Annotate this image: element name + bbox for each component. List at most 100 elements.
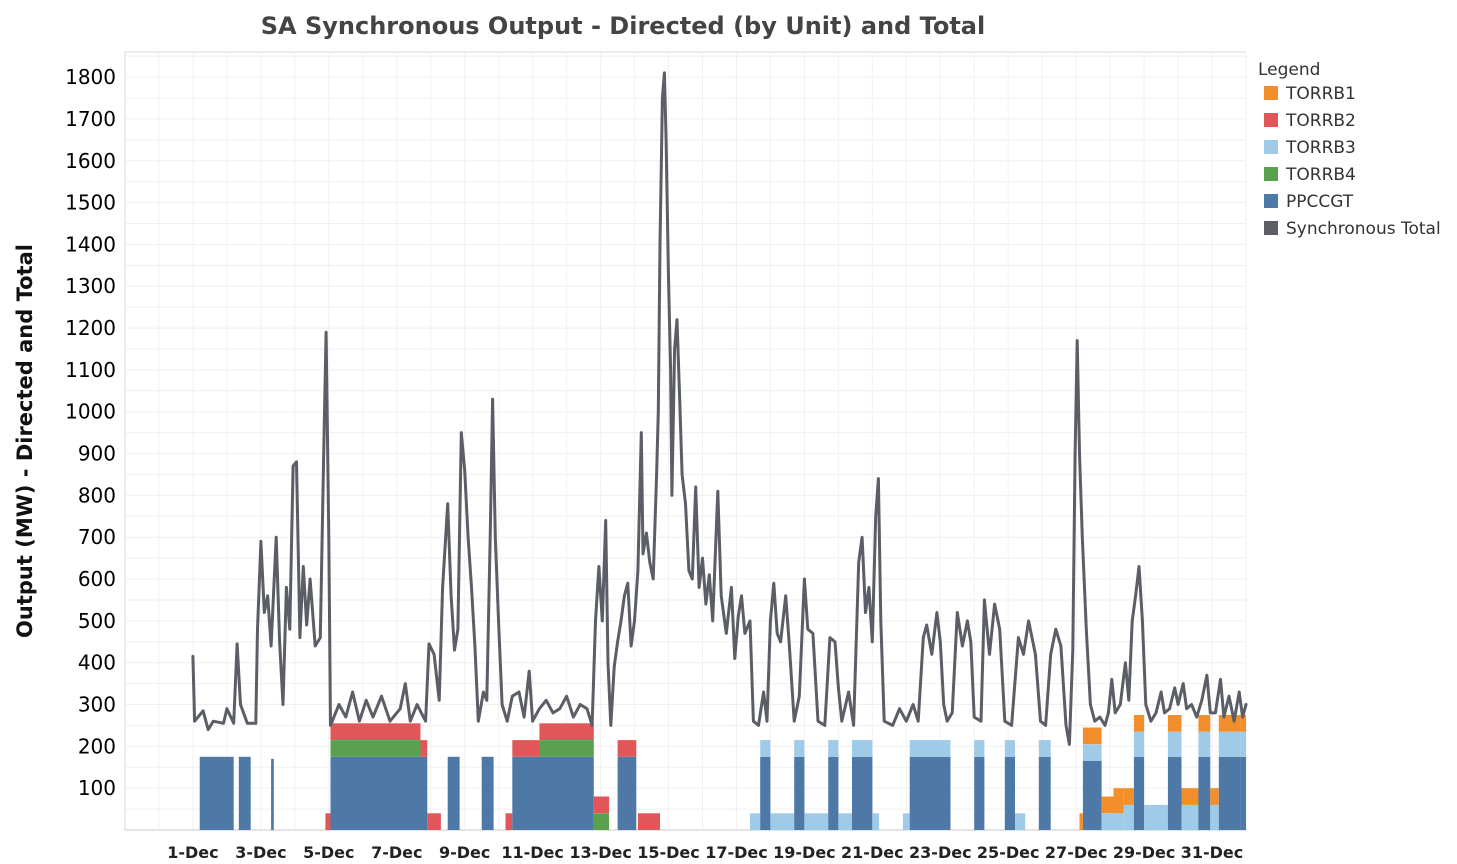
bar-torrb1 — [1101, 796, 1114, 814]
bar-torrb3 — [760, 740, 771, 757]
bar-ppccgt — [420, 756, 428, 830]
bar-ppccgt — [852, 756, 873, 830]
bar-torrb2 — [505, 813, 513, 830]
bar-torrb1 — [1167, 715, 1182, 732]
bar-torrb3 — [1167, 731, 1182, 757]
y-tick-label: 1400 — [65, 232, 116, 256]
legend-entry-label: TORRB3 — [1285, 138, 1356, 158]
y-tick-label: 1100 — [65, 358, 116, 382]
bar-torrb3 — [1123, 804, 1134, 830]
bar-torrb2 — [512, 740, 540, 757]
x-tick-label: 31-Dec — [1181, 843, 1244, 862]
legend-title: Legend — [1258, 60, 1320, 80]
y-tick-label: 1600 — [65, 149, 116, 173]
bar-ppccgt — [481, 756, 494, 830]
x-tick-label: 17-Dec — [705, 843, 768, 862]
x-tick-label: 19-Dec — [773, 843, 836, 862]
bar-torrb4 — [330, 740, 421, 757]
y-tick-label: 1000 — [65, 400, 116, 424]
y-tick-label: 500 — [78, 609, 116, 633]
y-tick-label: 1200 — [65, 316, 116, 340]
bar-ppccgt — [1038, 756, 1051, 830]
bar-torrb3 — [1082, 744, 1102, 761]
y-tick-label: 1500 — [65, 191, 116, 215]
x-tick-label: 23-Dec — [909, 843, 972, 862]
legend-swatch — [1264, 86, 1278, 100]
bar-torrb3 — [1198, 731, 1211, 757]
bar-ppccgt — [974, 756, 985, 830]
bar-ppccgt — [760, 756, 771, 830]
bar-torrb3 — [872, 813, 880, 830]
bar-torrb1 — [1133, 715, 1145, 732]
bar-torrb1 — [1079, 813, 1083, 830]
y-tick-label: 1700 — [65, 107, 116, 131]
y-tick-label: 1800 — [65, 65, 116, 89]
bar-torrb4 — [593, 813, 610, 830]
legend-swatch — [1264, 140, 1278, 154]
bar-torrb3 — [804, 813, 829, 830]
x-tick-label: 11-Dec — [501, 843, 564, 862]
bar-torrb3 — [1240, 731, 1246, 757]
bar-torrb3 — [1038, 740, 1051, 757]
bar-torrb1 — [1218, 715, 1241, 732]
directed-blocks-layer — [199, 715, 1246, 830]
bar-ppccgt — [909, 756, 951, 830]
bar-torrb3 — [1101, 813, 1114, 830]
y-tick-label: 400 — [78, 651, 116, 675]
bar-ppccgt — [1133, 756, 1145, 830]
bar-ppccgt — [1004, 756, 1015, 830]
bar-ppccgt — [539, 756, 594, 830]
total-line-layer — [191, 71, 1248, 746]
series-line-synchronous-total — [191, 71, 1248, 746]
bar-torrb2 — [617, 740, 637, 757]
legend-entry-label: Synchronous Total — [1286, 219, 1441, 239]
bar-torrb1 — [1240, 715, 1246, 732]
bar-torrb1 — [1181, 788, 1199, 805]
bar-torrb2 — [593, 796, 610, 814]
bar-ppccgt — [330, 756, 421, 830]
y-tick-label: 700 — [78, 525, 116, 549]
bar-ppccgt — [271, 758, 274, 830]
x-tick-label: 5-Dec — [303, 843, 354, 862]
bar-torrb2 — [427, 813, 441, 830]
bar-ppccgt — [238, 756, 251, 830]
bar-ppccgt — [1198, 756, 1211, 830]
bar-torrb3 — [1004, 740, 1015, 757]
bar-torrb3 — [750, 813, 761, 830]
bar-torrb3 — [974, 740, 985, 757]
y-tick-label: 1300 — [65, 274, 116, 298]
x-tick-label: 29-Dec — [1113, 843, 1176, 862]
legend-entry-label: TORRB4 — [1285, 165, 1356, 185]
bar-torrb3 — [1133, 731, 1145, 757]
bar-torrb3 — [1144, 804, 1168, 830]
bar-torrb3 — [1181, 804, 1199, 830]
bar-torrb1 — [1198, 715, 1211, 732]
legend-entry-label: TORRB1 — [1285, 84, 1356, 104]
y-tick-label: 800 — [78, 483, 116, 507]
x-tick-label: 1-Dec — [167, 843, 218, 862]
bar-torrb3 — [1218, 731, 1241, 757]
legend-swatch — [1264, 113, 1278, 127]
bar-torrb2 — [420, 740, 428, 757]
y-tick-label: 300 — [78, 693, 116, 717]
y-tick-label: 600 — [78, 567, 116, 591]
bar-torrb3 — [902, 813, 910, 830]
legend-swatch — [1264, 194, 1278, 208]
bar-torrb1 — [1210, 788, 1219, 805]
bar-torrb1 — [1123, 788, 1134, 805]
legend-entry-label: TORRB2 — [1285, 111, 1356, 131]
bar-ppccgt — [512, 756, 540, 830]
bar-torrb2 — [539, 723, 594, 740]
bar-ppccgt — [447, 756, 460, 830]
legend: Legend TORRB1 TORRB2 TORRB3 TORRB4 PPCCGT Syn… — [1258, 60, 1441, 239]
y-tick-label: 200 — [78, 734, 116, 758]
bar-torrb2 — [325, 813, 331, 830]
bar-ppccgt — [199, 756, 234, 830]
y-tick-label: 100 — [78, 776, 116, 800]
grid-layer — [124, 51, 1247, 831]
bar-torrb3 — [909, 740, 951, 757]
x-tick-label: 3-Dec — [235, 843, 286, 862]
bar-torrb1 — [1082, 727, 1102, 745]
bar-torrb3 — [1113, 813, 1124, 830]
